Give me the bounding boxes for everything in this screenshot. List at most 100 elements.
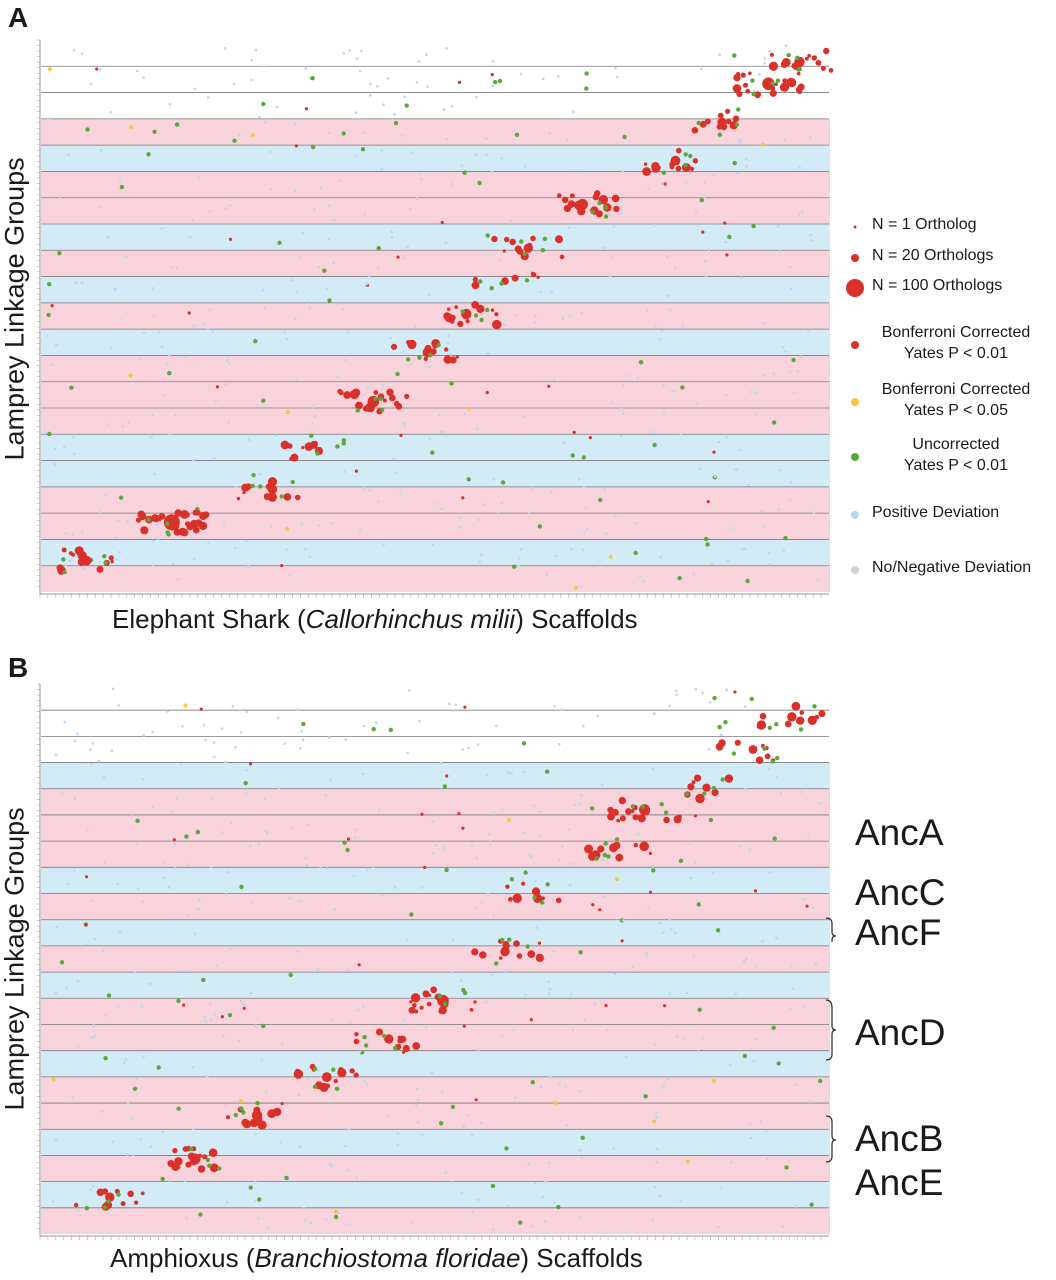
- ortholog-dot: [679, 1200, 682, 1203]
- ortholog-dot: [439, 430, 443, 433]
- ortholog-dot: [435, 502, 439, 506]
- cluster-dot-4: [613, 205, 620, 213]
- cluster-center-0: [787, 712, 797, 722]
- ortholog-dot: [442, 846, 445, 850]
- cluster-green-12: [84, 1205, 89, 1211]
- ortholog-dot: [771, 1025, 776, 1030]
- cluster-green-11: [250, 483, 255, 489]
- ortholog-dot: [357, 963, 361, 967]
- ortholog-dot: [151, 286, 154, 290]
- ortholog-dot: [168, 1179, 172, 1182]
- cluster-green-11: [205, 1157, 211, 1163]
- ortholog-dot: [332, 218, 336, 222]
- ortholog-dot: [517, 564, 520, 567]
- ortholog-dot: [89, 1188, 92, 1191]
- cluster-dot-10: [257, 1120, 267, 1130]
- cluster-dot-11: [208, 1148, 218, 1157]
- ortholog-dot: [248, 844, 252, 848]
- cluster-dot-9: [294, 1068, 301, 1075]
- ortholog-dot: [461, 496, 465, 500]
- ortholog-dot: [220, 727, 224, 730]
- ortholog-dot: [452, 709, 456, 712]
- ortholog-dot: [723, 720, 728, 725]
- cluster-green-2: [702, 791, 707, 796]
- ortholog-dot: [366, 386, 370, 389]
- ortholog-dot: [406, 751, 409, 755]
- ortholog-dot: [119, 184, 125, 190]
- ortholog-dot: [187, 311, 191, 315]
- ortholog-dot: [304, 1219, 307, 1222]
- cluster-dot-1: [735, 72, 741, 77]
- ortholog-dot: [553, 950, 556, 953]
- band-row-14: [41, 408, 830, 435]
- ortholog-dot: [227, 421, 231, 424]
- ortholog-dot: [186, 914, 189, 918]
- ortholog-dot: [117, 519, 120, 522]
- ortholog-dot: [277, 240, 282, 245]
- ortholog-dot: [234, 745, 237, 749]
- ortholog-dot: [72, 869, 76, 872]
- cluster-green-7: [437, 993, 443, 998]
- ortholog-dot: [598, 558, 602, 562]
- ortholog-dot: [361, 772, 365, 776]
- cluster-dot-6: [530, 271, 535, 276]
- cluster-dot-8: [407, 339, 417, 350]
- ortholog-dot: [47, 431, 52, 437]
- ortholog-dot: [402, 422, 406, 426]
- ortholog-dot: [304, 547, 307, 551]
- ortholog-dot: [278, 1106, 282, 1109]
- cluster-dot-9: [363, 405, 370, 412]
- ortholog-dot: [442, 784, 448, 789]
- ortholog-dot: [374, 721, 378, 724]
- cluster-green-3: [663, 810, 669, 815]
- ortholog-dot: [816, 578, 819, 582]
- cluster-dot-0: [791, 701, 801, 711]
- ortholog-dot: [333, 908, 337, 911]
- ortholog-dot: [242, 1003, 245, 1006]
- cluster-dot-12: [155, 515, 160, 520]
- ortholog-dot: [126, 1102, 130, 1105]
- ortholog-dot: [403, 257, 406, 260]
- cluster-dot-3: [656, 165, 661, 170]
- ortholog-dot: [613, 972, 617, 976]
- cluster-dot-5: [555, 897, 562, 904]
- ortholog-dot: [449, 381, 454, 386]
- ortholog-dot: [284, 1175, 289, 1181]
- cluster-green-4: [603, 214, 609, 219]
- ortholog-dot: [768, 49, 772, 53]
- ortholog-dot: [100, 1110, 104, 1113]
- ortholog-dot: [588, 436, 592, 440]
- ortholog-dot: [421, 1133, 424, 1137]
- ortholog-dot: [662, 412, 666, 416]
- ortholog-dot: [239, 1099, 244, 1103]
- ortholog-dot: [596, 714, 600, 718]
- ortholog-dot: [239, 884, 244, 890]
- ortholog-dot: [98, 510, 102, 514]
- cluster-dot-8: [390, 343, 398, 350]
- ortholog-dot: [415, 197, 419, 201]
- cluster-dot-6: [498, 956, 503, 960]
- ortholog-dot: [64, 563, 68, 567]
- ortholog-dot: [97, 206, 101, 209]
- ortholog-dot: [706, 500, 710, 504]
- ortholog-dot: [437, 413, 441, 417]
- ortholog-dot: [293, 122, 297, 126]
- cluster-dot-1: [764, 753, 771, 760]
- ortholog-dot: [307, 300, 311, 303]
- ortholog-dot: [318, 524, 321, 527]
- cluster-dot-6: [502, 941, 510, 948]
- legend-marker-n1: [853, 225, 857, 229]
- ortholog-dot: [565, 138, 569, 141]
- cluster-dot-3: [630, 809, 635, 814]
- ortholog-dot: [789, 265, 792, 269]
- cluster-dot-8: [402, 1044, 410, 1053]
- ortholog-dot: [263, 120, 267, 124]
- ortholog-dot: [258, 115, 261, 119]
- ortholog-dot: [450, 1104, 456, 1110]
- ortholog-dot: [347, 968, 351, 972]
- ortholog-dot: [523, 993, 527, 997]
- ortholog-dot: [206, 327, 210, 331]
- ortholog-dot: [426, 85, 429, 89]
- band-row-14: [41, 1050, 830, 1077]
- ortholog-dot: [209, 1018, 213, 1022]
